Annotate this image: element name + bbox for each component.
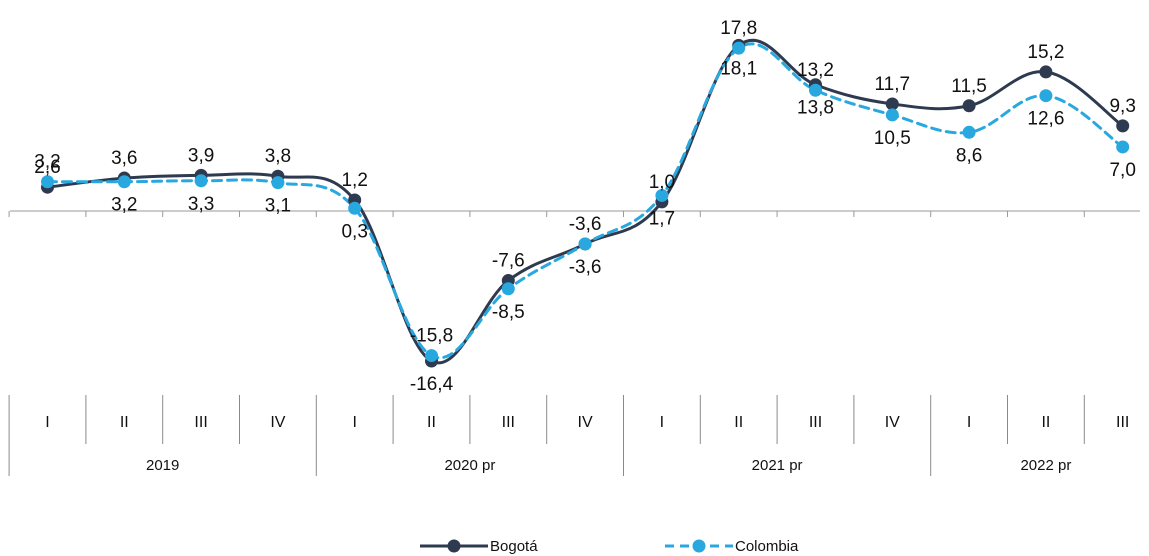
data-label-bogota: 3,9	[188, 145, 214, 166]
data-label-bogota: 3,6	[111, 148, 137, 169]
point-bogota	[962, 99, 976, 113]
point-colombia	[885, 108, 899, 122]
point-colombia	[809, 83, 822, 97]
data-label-colombia: 10,5	[874, 128, 911, 149]
x-tick-label: IV	[578, 414, 593, 431]
data-label-colombia: 3,2	[111, 195, 137, 216]
x-tick-label: II	[120, 414, 129, 431]
x-tick-label: II	[734, 414, 743, 431]
data-label-colombia: -3,6	[569, 257, 602, 278]
x-tick-label: I	[45, 414, 49, 431]
point-colombia	[1116, 140, 1130, 154]
data-label-colombia: 17,8	[720, 18, 757, 39]
legend-item-bogota: Bogotá	[420, 538, 538, 555]
data-label-bogota: 13,8	[797, 98, 834, 119]
x-tick-label: III	[1116, 414, 1129, 431]
data-label-bogota: 18,1	[720, 58, 757, 79]
legend-label: Bogotá	[490, 538, 538, 555]
data-label-bogota: 2,6	[34, 157, 60, 178]
data-label-colombia: 0,3	[341, 221, 367, 242]
data-label-colombia: 7,0	[1109, 160, 1135, 181]
data-label-colombia: 1,7	[649, 208, 675, 229]
legend-swatch-marker	[692, 539, 706, 553]
point-bogota	[1039, 65, 1053, 79]
point-bogota	[1116, 119, 1130, 133]
x-tick-label: IV	[270, 414, 285, 431]
point-colombia	[117, 175, 131, 189]
point-colombia	[348, 201, 362, 215]
x-tick-label: III	[502, 414, 515, 431]
x-tick-label: III	[809, 414, 822, 431]
legend: Bogotá Colombia	[420, 538, 799, 555]
point-colombia	[962, 125, 976, 139]
legend-swatch-marker	[447, 539, 461, 553]
point-colombia	[578, 237, 592, 251]
data-label-colombia: -15,8	[410, 326, 453, 347]
series-points	[41, 38, 1130, 368]
data-label-bogota: -7,6	[492, 251, 525, 272]
data-label-colombia: 12,6	[1027, 109, 1064, 130]
data-labels: 2,6 3,6 3,9 3,8 1,2 -16,4 -7,6 -3,6 1,0 18,1 13,8 1…	[34, 18, 1136, 395]
data-label-colombia: -8,5	[492, 302, 525, 323]
data-label-bogota: 3,8	[265, 146, 291, 167]
data-label-bogota: 15,2	[1027, 42, 1064, 63]
point-colombia	[1039, 89, 1053, 103]
data-label-bogota: 9,3	[1109, 96, 1135, 117]
x-tick-label: II	[1041, 414, 1050, 431]
legend-item-colombia: Colombia	[665, 538, 799, 555]
point-colombia	[425, 349, 438, 363]
data-label-colombia: 3,3	[188, 194, 214, 215]
x-tick-label: I	[352, 414, 356, 431]
data-label-colombia: 8,6	[956, 145, 982, 166]
x-group-label: 2021 pr	[752, 457, 803, 474]
x-tick-label: II	[427, 414, 436, 431]
point-colombia	[271, 176, 285, 190]
x-tick-label: I	[967, 414, 971, 431]
data-label-bogota: 11,7	[875, 74, 911, 95]
axes	[8, 210, 1140, 217]
point-bogota	[885, 97, 899, 111]
x-tick-label: IV	[885, 414, 900, 431]
x-group-label: 2020 pr	[444, 457, 495, 474]
point-colombia	[194, 174, 208, 188]
x-tick-label: III	[194, 414, 207, 431]
data-label-bogota: 1,2	[341, 170, 367, 191]
data-label-colombia: 13,2	[797, 60, 834, 81]
x-tick-label: I	[660, 414, 664, 431]
point-colombia	[41, 175, 54, 189]
x-group-label: 2022 pr	[1020, 457, 1071, 474]
x-group-label: 2019	[146, 457, 179, 474]
data-label-colombia: 3,2	[34, 152, 60, 173]
data-label-bogota: -3,6	[569, 214, 602, 235]
data-label-colombia: 3,1	[265, 196, 291, 217]
point-colombia	[501, 282, 515, 296]
data-label-bogota: -16,4	[410, 374, 454, 395]
data-label-bogota: 1,0	[649, 172, 675, 193]
data-label-bogota: 11,5	[951, 76, 987, 97]
legend-label: Colombia	[735, 538, 799, 555]
point-colombia	[732, 41, 746, 55]
point-colombia	[655, 188, 669, 202]
